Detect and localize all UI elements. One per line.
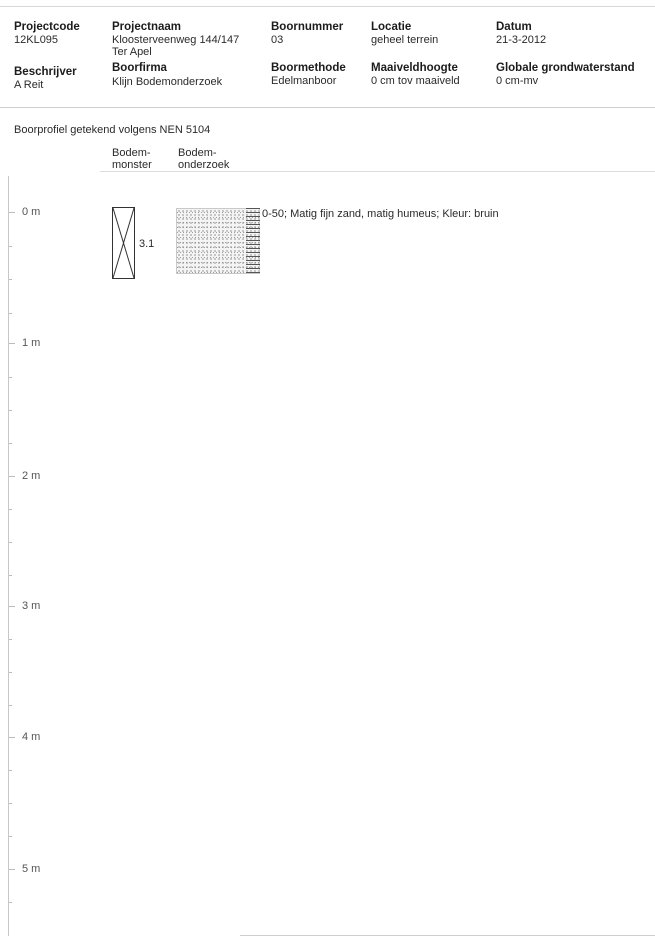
depth-tick-minor	[9, 246, 12, 247]
bodemmonster-header-line2: monster	[112, 159, 152, 171]
sample-cross-icon	[113, 208, 134, 278]
depth-tick-minor	[9, 672, 12, 673]
humus-hatch	[246, 208, 260, 274]
depth-tick-minor	[9, 313, 12, 314]
depth-tick	[9, 212, 15, 213]
depth-tick-minor	[9, 279, 12, 280]
projectnaam-value-2: Ter Apel	[112, 46, 152, 58]
maaiveldhoogte-value: 0 cm tov maaiveld	[371, 75, 460, 87]
datum-value: 21-3-2012	[496, 34, 547, 46]
depth-tick-minor	[9, 542, 12, 543]
grondwaterstand-value: 0 cm-mv	[496, 75, 539, 87]
datum-label: Datum	[496, 21, 532, 33]
bodemmonster-header-line1: Bodem-	[112, 147, 151, 159]
depth-label-5m: 5 m	[22, 863, 41, 875]
locatie-value: geheel terrein	[371, 34, 439, 46]
depth-label-0m: 0 m	[22, 206, 41, 218]
depth-tick-minor	[9, 836, 12, 837]
layer-description: 0-50; Matig fijn zand, matig humeus; Kle…	[262, 208, 499, 220]
depth-tick-minor	[9, 705, 12, 706]
boorfirma-label: Boorfirma	[112, 62, 167, 74]
header-divider	[0, 107, 655, 108]
maaiveldhoogte-label: Maaiveldhoogte	[371, 62, 458, 74]
beschrijver-label: Beschrijver	[14, 66, 77, 78]
boornummer-label: Boornummer	[271, 21, 344, 33]
beschrijver-value: A Reit	[14, 79, 44, 91]
sample-id: 3.1	[139, 238, 155, 250]
projectcode-value: 12KL095	[14, 34, 59, 46]
depth-tick	[9, 869, 15, 870]
depth-label-1m: 1 m	[22, 337, 41, 349]
projectnaam-value: Kloosterveenweg 144/147	[112, 34, 240, 46]
grondwaterstand-label: Globale grondwaterstand	[496, 62, 635, 74]
depth-tick-minor	[9, 377, 12, 378]
boorfirma-value: Klijn Bodemonderzoek	[112, 76, 223, 88]
column-header-divider	[100, 171, 655, 172]
projectcode-label: Projectcode	[14, 21, 80, 33]
depth-tick-minor	[9, 902, 12, 903]
boormethode-label: Boormethode	[271, 62, 346, 74]
depth-label-3m: 3 m	[22, 600, 41, 612]
bodemonderzoek-header-line1: Bodem-	[178, 147, 217, 159]
depth-label-4m: 4 m	[22, 731, 41, 743]
top-border	[0, 6, 655, 7]
depth-tick	[9, 343, 15, 344]
bottom-border	[240, 935, 655, 936]
bodemmonster-column-header: Bodem- monster	[112, 147, 152, 171]
depth-tick	[9, 476, 15, 477]
depth-tick-minor	[9, 575, 12, 576]
profile-note: Boorprofiel getekend volgens NEN 5104	[14, 124, 211, 136]
depth-tick	[9, 606, 15, 607]
boormethode-value: Edelmanboor	[271, 75, 337, 87]
bodemonderzoek-header-line2: onderzoek	[178, 159, 230, 171]
depth-tick-minor	[9, 639, 12, 640]
depth-axis	[8, 176, 9, 936]
locatie-label: Locatie	[371, 21, 412, 33]
depth-label-2m: 2 m	[22, 470, 41, 482]
projectnaam-label: Projectnaam	[112, 21, 182, 33]
depth-tick-minor	[9, 803, 12, 804]
depth-tick-minor	[9, 410, 12, 411]
depth-tick-minor	[9, 443, 12, 444]
soil-layer-sand	[176, 208, 260, 274]
depth-tick-minor	[9, 509, 12, 510]
depth-tick-minor	[9, 770, 12, 771]
depth-tick	[9, 737, 15, 738]
sample-marker	[112, 207, 135, 279]
bodemonderzoek-column-header: Bodem- onderzoek	[178, 147, 229, 171]
boornummer-value: 03	[271, 34, 284, 46]
